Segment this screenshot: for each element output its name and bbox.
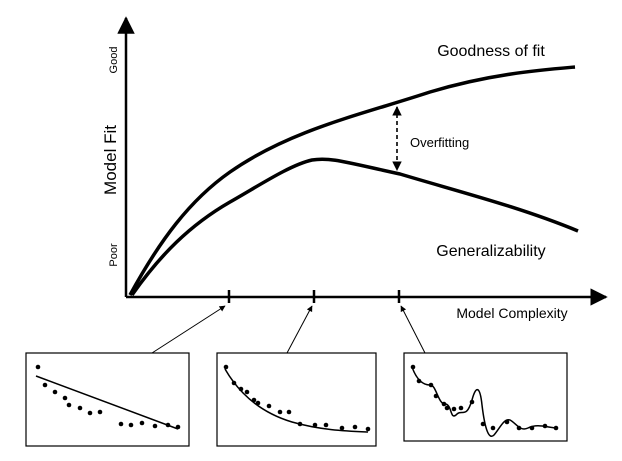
pointer-high [400,305,426,354]
inset-goodfit-points [223,364,371,432]
inset-overfit [403,352,568,442]
x-axis-label: Model Complexity [456,305,567,321]
inset-underfit [25,352,190,447]
generalizability-curve [130,157,579,297]
inset-overfit-points [410,364,559,431]
goodness-of-fit-curve [128,65,576,296]
y-axis-label: Model Fit [101,125,120,195]
y-axis-poor-label: Poor [108,243,120,267]
overfitting-label: Overfitting [410,135,469,150]
inset-goodfit [216,352,377,447]
inset-underfit-fit-line [35,375,179,430]
pointer-mid [286,305,313,354]
inset-underfit-points [35,364,181,430]
goodness-of-fit-label: Goodness of fit [437,43,545,60]
pointer-low [151,305,226,354]
generalizability-label: Generalizability [436,243,545,260]
y-axis-good-label: Good [108,47,120,74]
